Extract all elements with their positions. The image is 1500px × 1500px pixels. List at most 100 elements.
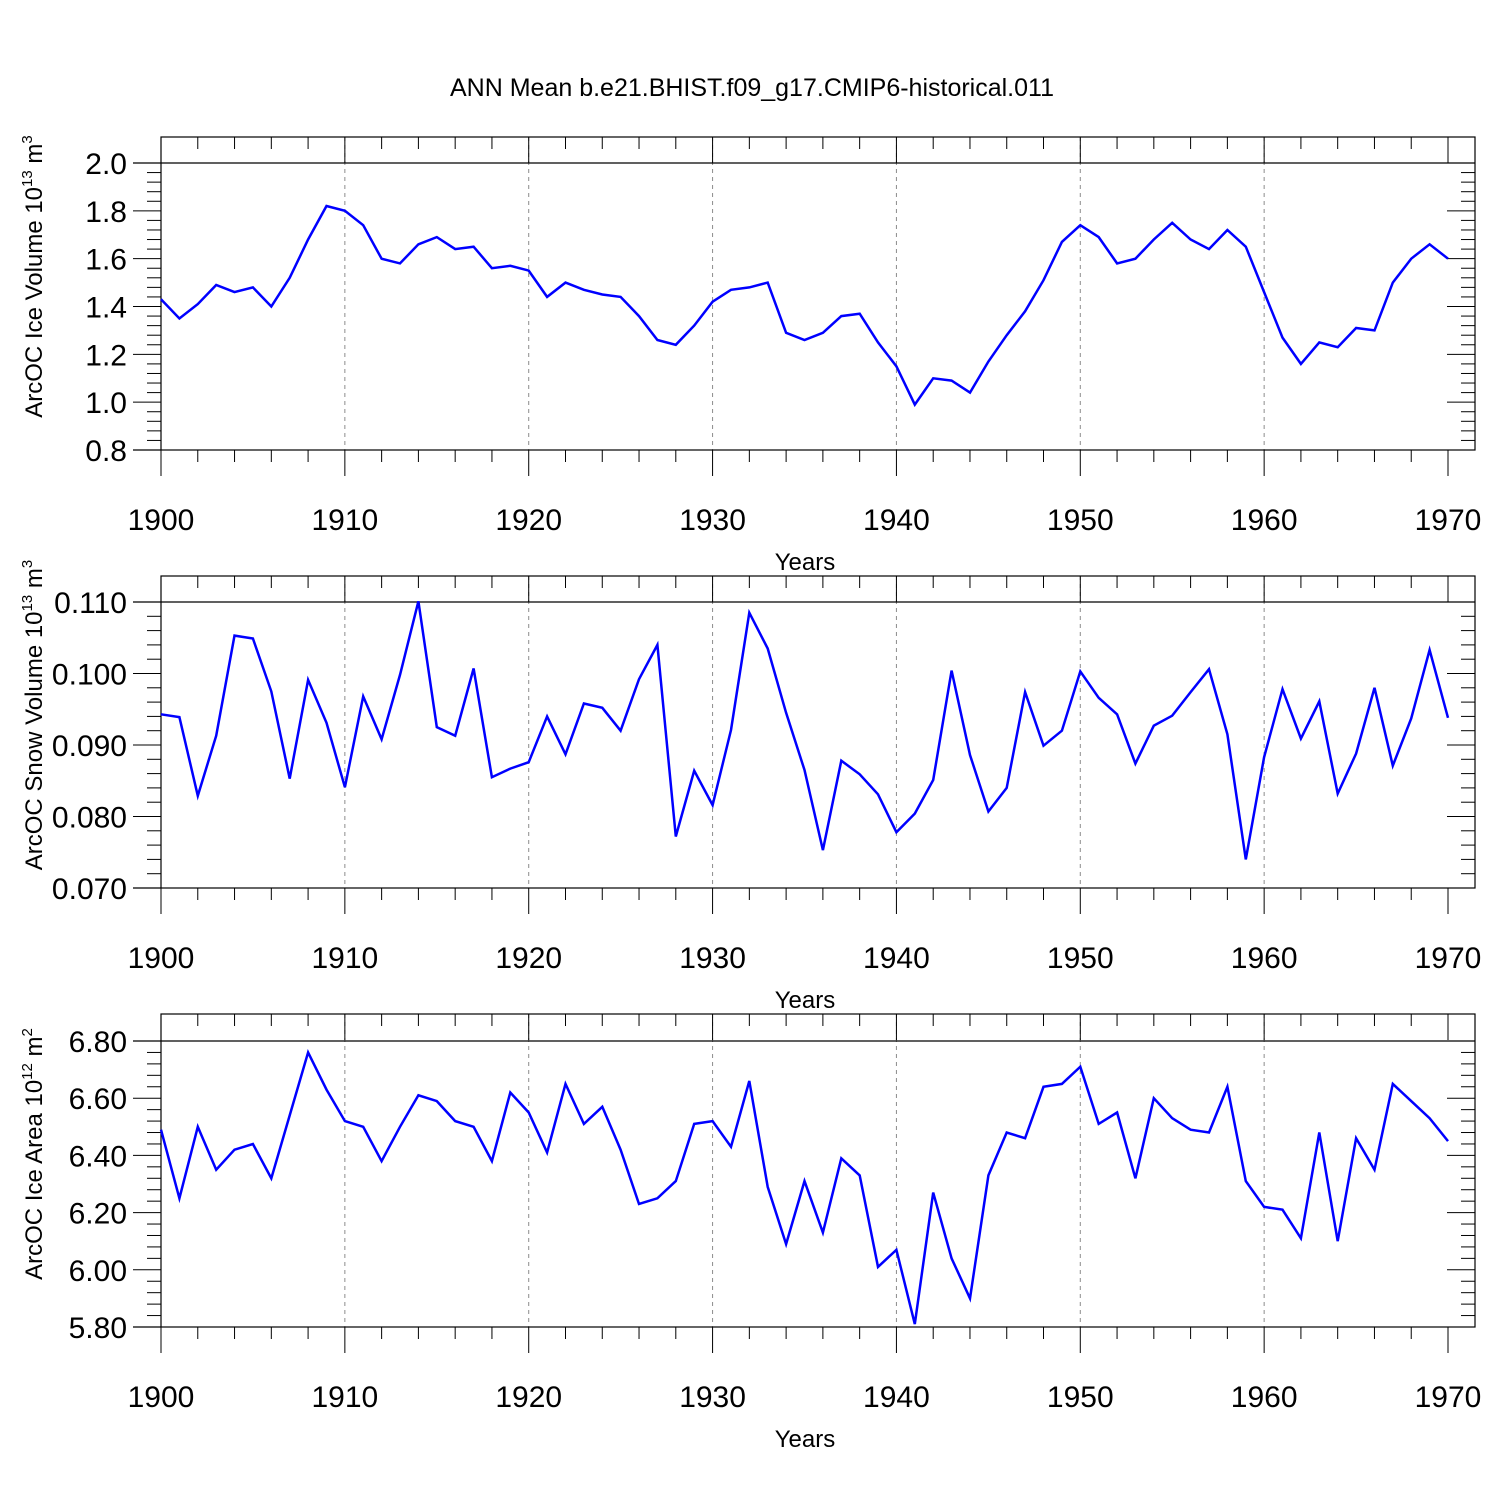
data-point bbox=[528, 269, 530, 271]
data-point bbox=[178, 1197, 180, 1199]
data-point bbox=[289, 777, 291, 779]
data-point bbox=[803, 1180, 805, 1182]
data-point bbox=[877, 793, 879, 795]
data-point bbox=[270, 305, 272, 307]
data-point bbox=[1134, 257, 1136, 259]
data-point bbox=[509, 265, 511, 267]
data-point bbox=[1428, 243, 1430, 245]
data-point bbox=[252, 637, 254, 639]
x-tick-label: 1950 bbox=[1047, 942, 1114, 975]
x-tick-label: 1900 bbox=[128, 942, 195, 975]
data-point bbox=[1226, 733, 1228, 735]
plot-frame bbox=[160, 1013, 1476, 1328]
data-point bbox=[215, 735, 217, 737]
y-axis-title-exponent: 12 bbox=[19, 1063, 36, 1080]
data-point bbox=[546, 296, 548, 298]
data-point bbox=[1392, 1083, 1394, 1085]
data-point bbox=[1318, 700, 1320, 702]
data-point bbox=[675, 344, 677, 346]
data-point bbox=[215, 284, 217, 286]
x-tick-label: 1960 bbox=[1231, 504, 1298, 537]
data-point bbox=[417, 243, 419, 245]
y-tick-label: 0.090 bbox=[52, 730, 127, 763]
data-point bbox=[1410, 717, 1412, 719]
data-point bbox=[1134, 762, 1136, 764]
data-point bbox=[895, 831, 897, 833]
data-point bbox=[289, 1114, 291, 1116]
data-point bbox=[1410, 1100, 1412, 1102]
data-point bbox=[436, 726, 438, 728]
data-point bbox=[675, 835, 677, 837]
data-point bbox=[969, 1297, 971, 1299]
data-point bbox=[803, 769, 805, 771]
y-tick-label: 1.8 bbox=[85, 196, 127, 229]
data-point bbox=[1245, 246, 1247, 248]
data-point bbox=[1318, 1131, 1320, 1133]
data-point bbox=[307, 1051, 309, 1053]
data-point bbox=[528, 1111, 530, 1113]
data-point bbox=[730, 1146, 732, 1148]
data-point bbox=[1263, 756, 1265, 758]
data-point bbox=[656, 339, 658, 341]
series-line bbox=[160, 600, 1450, 860]
x-tick-label: 1970 bbox=[1415, 1381, 1482, 1414]
data-point bbox=[785, 332, 787, 334]
data-point bbox=[1079, 224, 1081, 226]
data-point bbox=[1097, 697, 1099, 699]
data-point bbox=[1116, 262, 1118, 264]
x-tick-label: 1960 bbox=[1231, 1381, 1298, 1414]
data-point bbox=[233, 1148, 235, 1150]
data-point bbox=[1006, 787, 1008, 789]
x-tick-label: 1910 bbox=[311, 504, 378, 537]
data-point bbox=[417, 1094, 419, 1096]
data-point bbox=[1153, 724, 1155, 726]
data-point bbox=[1042, 279, 1044, 281]
data-point bbox=[1079, 1066, 1081, 1068]
data-point bbox=[840, 315, 842, 317]
data-point bbox=[472, 246, 474, 248]
data-point bbox=[656, 1197, 658, 1199]
data-point bbox=[711, 804, 713, 806]
data-point bbox=[1281, 1209, 1283, 1211]
data-point bbox=[509, 1091, 511, 1093]
data-point bbox=[252, 286, 254, 288]
x-tick-label: 1910 bbox=[311, 1381, 378, 1414]
y-tick-label: 0.100 bbox=[52, 659, 127, 692]
y-tick-label: 0.080 bbox=[52, 802, 127, 835]
data-point bbox=[822, 332, 824, 334]
data-point bbox=[1300, 737, 1302, 739]
data-point bbox=[1447, 717, 1449, 719]
x-tick-label: 1900 bbox=[128, 1381, 195, 1414]
y-tick-label: 1.2 bbox=[85, 339, 127, 372]
data-point bbox=[399, 674, 401, 676]
data-point bbox=[454, 248, 456, 250]
data-point bbox=[583, 289, 585, 291]
data-point bbox=[1447, 257, 1449, 259]
data-point bbox=[822, 849, 824, 851]
data-point bbox=[877, 1266, 879, 1268]
data-point bbox=[1097, 236, 1099, 238]
data-point bbox=[950, 669, 952, 671]
y-tick-label: 5.80 bbox=[69, 1312, 127, 1345]
y-tick-label: 6.60 bbox=[69, 1083, 127, 1116]
data-point bbox=[711, 301, 713, 303]
data-point bbox=[895, 365, 897, 367]
data-point bbox=[1245, 858, 1247, 860]
y-axis-title-text: ArcOC Ice Volume 10 bbox=[21, 187, 48, 418]
data-point bbox=[1373, 329, 1375, 331]
y-axis-title: ArcOC Ice Area 1012 m2 bbox=[19, 1028, 48, 1280]
data-point bbox=[583, 1123, 585, 1125]
data-point bbox=[362, 695, 364, 697]
x-tick-label: 1930 bbox=[679, 504, 746, 537]
data-point bbox=[987, 810, 989, 812]
data-point bbox=[877, 341, 879, 343]
data-point bbox=[1024, 691, 1026, 693]
data-point bbox=[344, 1120, 346, 1122]
data-point bbox=[767, 1186, 769, 1188]
data-point bbox=[914, 812, 916, 814]
data-point bbox=[417, 600, 419, 602]
data-point bbox=[380, 738, 382, 740]
x-tick-label: 1900 bbox=[128, 504, 195, 537]
data-point bbox=[454, 1120, 456, 1122]
